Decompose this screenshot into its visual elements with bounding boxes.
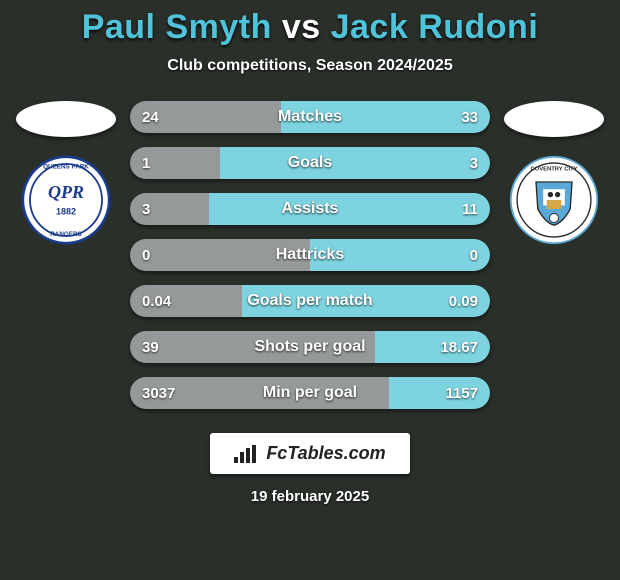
bar-fill-left [130, 285, 242, 317]
svg-text:1882: 1882 [56, 206, 76, 216]
bar-fill-right [375, 331, 490, 363]
bar-fill-right [281, 101, 490, 133]
bar-chart-icon [234, 445, 256, 463]
comparison-card: Paul Smyth vs Jack Rudoni Club competiti… [0, 0, 620, 580]
bar-fill-left [130, 193, 209, 225]
bar-fill-right [310, 239, 490, 271]
bar-fill-right [209, 193, 490, 225]
footer: FcTables.com 19 february 2025 [0, 433, 620, 505]
svg-text:QPR: QPR [48, 182, 84, 202]
stat-row: Min per goal30371157 [130, 377, 490, 409]
bar-fill-right [389, 377, 490, 409]
coventry-crest-icon: COVENTRY CITY [509, 155, 599, 245]
stat-row: Matches2433 [130, 101, 490, 133]
stat-row: Assists311 [130, 193, 490, 225]
subtitle: Club competitions, Season 2024/2025 [0, 57, 620, 75]
bar-fill-right [220, 147, 490, 179]
brand-text: FcTables.com [266, 443, 385, 464]
team1-crest: QUEENS PARK RANGERS QPR 1882 [21, 155, 111, 245]
bar-fill-right [242, 285, 490, 317]
vs-text: vs [282, 8, 321, 46]
player2-avatar-placeholder [504, 101, 604, 137]
stat-row: Goals per match0.040.09 [130, 285, 490, 317]
stat-row: Goals13 [130, 147, 490, 179]
brand-badge: FcTables.com [210, 433, 409, 474]
stat-row: Shots per goal3918.67 [130, 331, 490, 363]
svg-text:RANGERS: RANGERS [50, 231, 82, 238]
svg-text:QUEENS PARK: QUEENS PARK [43, 164, 89, 171]
stat-row: Hattricks00 [130, 239, 490, 271]
stat-bars: Matches2433 Goals13 Assists311 Hattricks00 G… [130, 101, 490, 409]
bar-fill-left [130, 147, 220, 179]
player2-name: Jack Rudoni [331, 8, 539, 46]
date-text: 19 february 2025 [251, 488, 369, 505]
right-side: COVENTRY CITY [504, 101, 604, 245]
bar-fill-left [130, 101, 281, 133]
main-content: QUEENS PARK RANGERS QPR 1882 Matches2433… [0, 101, 620, 409]
bar-fill-left [130, 239, 310, 271]
bar-fill-left [130, 331, 375, 363]
player1-name: Paul Smyth [82, 8, 272, 46]
qpr-crest-icon: QUEENS PARK RANGERS QPR 1882 [21, 155, 111, 245]
page-title: Paul Smyth vs Jack Rudoni [0, 8, 620, 47]
team2-crest: COVENTRY CITY [509, 155, 599, 245]
left-side: QUEENS PARK RANGERS QPR 1882 [16, 101, 116, 245]
svg-text:COVENTRY CITY: COVENTRY CITY [530, 166, 577, 172]
bar-fill-left [130, 377, 389, 409]
player1-avatar-placeholder [16, 101, 116, 137]
